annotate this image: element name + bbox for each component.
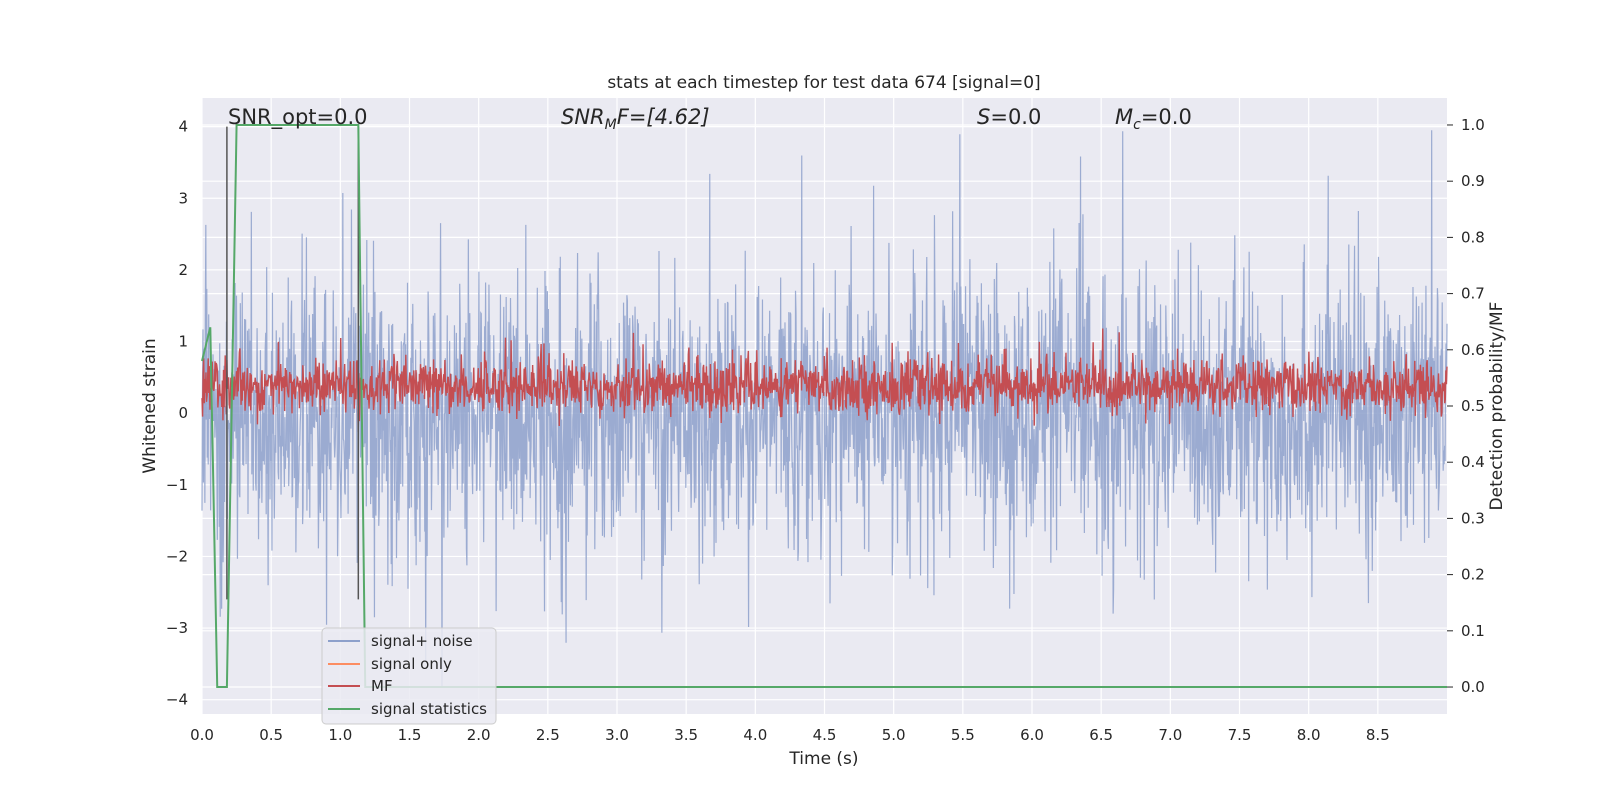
y-right-tick-label: 0.5 xyxy=(1461,397,1485,415)
y-left-tick-label: 2 xyxy=(178,261,188,279)
annotation-mc-rest: =0.0 xyxy=(1141,105,1192,129)
y-left-tick-label: −4 xyxy=(166,691,188,709)
annotation-snr-mf-rest: F=[4.62] xyxy=(617,105,710,129)
chart-title: stats at each timestep for test data 674… xyxy=(607,73,1040,93)
annotation-snr-mf: SNRMF=[4.62] xyxy=(561,105,710,133)
x-axis-label: Time (s) xyxy=(788,749,858,769)
y-right-tick-label: 1.0 xyxy=(1461,116,1485,134)
y-right-tick-label: 0.0 xyxy=(1461,678,1485,696)
x-tick-label: 0.0 xyxy=(190,726,214,744)
legend-label-signal-noise: signal+ noise xyxy=(371,632,473,650)
y-right-tick-label: 0.7 xyxy=(1461,285,1485,303)
y-right-tick-label: 0.9 xyxy=(1461,172,1485,190)
y-right-tick-label: 0.1 xyxy=(1461,622,1485,640)
annotation-snr-mf-label: SNR xyxy=(561,105,605,129)
y-right-tick-label: 0.8 xyxy=(1461,228,1485,246)
y-right-tick-label: 0.4 xyxy=(1461,453,1485,471)
x-tick-label: 1.5 xyxy=(398,726,422,744)
x-tick-label: 5.5 xyxy=(951,726,975,744)
y-left-tick-label: 1 xyxy=(178,333,188,351)
y-left-tick-label: 3 xyxy=(178,189,188,207)
legend-label-signal-statistics: signal statistics xyxy=(371,700,487,718)
x-tick-label: 6.0 xyxy=(1020,726,1044,744)
x-tick-label: 7.0 xyxy=(1158,726,1182,744)
x-tick-label: 4.5 xyxy=(813,726,837,744)
x-tick-label: 6.5 xyxy=(1089,726,1113,744)
x-tick-label: 5.0 xyxy=(882,726,906,744)
y-left-tick-label: 0 xyxy=(178,404,188,422)
annotation-snr-opt: SNR_opt=0.0 xyxy=(228,105,368,130)
legend-label-signal-only: signal only xyxy=(371,655,452,673)
y-left-tick-label: −1 xyxy=(166,476,188,494)
x-tick-label: 8.5 xyxy=(1366,726,1390,744)
signal-noise-line xyxy=(201,130,1448,687)
x-tick-label: 7.5 xyxy=(1228,726,1252,744)
y-axis-label-right: Detection probability/MF xyxy=(1487,302,1507,511)
x-tick-label: 0.5 xyxy=(259,726,283,744)
annotation-mc-sub: c xyxy=(1133,117,1141,133)
tick-labels: 0.0 0.5 1.0 1.5 2.0 2.5 3.0 3.5 4.0 4.5 5.0 5.5 6.0 6… xyxy=(166,116,1485,744)
legend-label-mf: MF xyxy=(371,677,393,695)
y-left-tick-label: −2 xyxy=(166,547,188,565)
legend: signal+ noise signal only MF signal stat… xyxy=(321,627,497,725)
signal-noise-series xyxy=(201,130,1448,687)
y-right-tick-label: 0.3 xyxy=(1461,509,1485,527)
mf-series xyxy=(201,328,1448,433)
y-left-tick-label: −3 xyxy=(166,619,188,637)
x-tick-label: 2.5 xyxy=(536,726,560,744)
x-tick-label: 4.0 xyxy=(743,726,767,744)
annotation-mc-label: M xyxy=(1115,105,1133,129)
annotation-snr-mf-sub: M xyxy=(605,117,617,133)
x-tick-label: 1.0 xyxy=(328,726,352,744)
mf-line xyxy=(201,328,1448,433)
x-tick-label: 8.0 xyxy=(1297,726,1321,744)
y-right-tick-label: 0.6 xyxy=(1461,341,1485,359)
legend-box xyxy=(321,627,497,725)
x-tick-label: 3.5 xyxy=(674,726,698,744)
annotation-s-label: S xyxy=(977,105,990,129)
y-left-tick-label: 4 xyxy=(178,118,188,136)
x-tick-label: 2.0 xyxy=(467,726,491,744)
annotation-s-rest: =0.0 xyxy=(990,105,1041,129)
y-right-tick-label: 0.2 xyxy=(1461,566,1485,584)
x-tick-label: 3.0 xyxy=(605,726,629,744)
annotation-s: S=0.0 xyxy=(977,105,1041,129)
y-axis-label-left: Whitened strain xyxy=(140,338,160,473)
annotation-mc: Mc=0.0 xyxy=(1115,105,1192,133)
